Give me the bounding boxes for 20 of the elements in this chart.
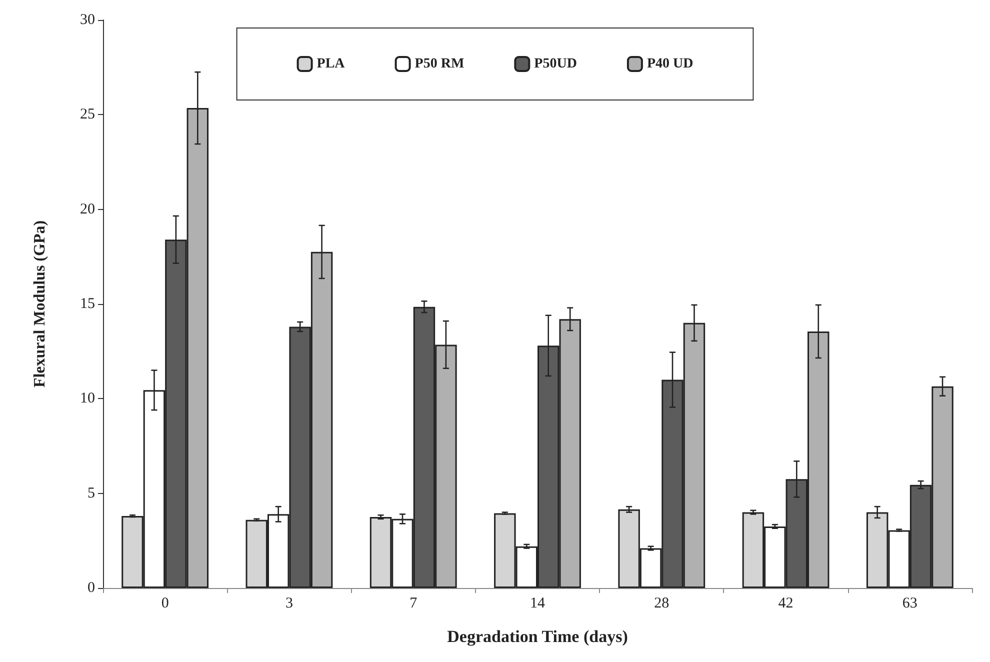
x-axis-title: Degradation Time (days)	[447, 627, 628, 646]
x-tick-label: 42	[778, 596, 794, 612]
legend-label: P50 RM	[414, 56, 464, 72]
x-tick-label: 14	[530, 596, 546, 612]
legend-label: P50UD	[534, 56, 577, 72]
y-tick-label: 0	[88, 580, 95, 596]
x-tick-label: 63	[902, 596, 918, 612]
y-tick-label: 5	[88, 485, 95, 502]
y-tick-label: 25	[80, 106, 95, 123]
y-tick-label: 10	[80, 390, 95, 407]
x-tick-label: 3	[285, 596, 293, 612]
x-tick-label: 7	[410, 596, 418, 612]
x-tick-label: 0	[161, 596, 169, 612]
y-tick-label: 20	[80, 201, 95, 218]
y-axis-title: Flexural Modulus (GPa)	[32, 220, 48, 388]
legend-label: PLA	[316, 56, 346, 72]
y-tick-label: 15	[80, 296, 95, 312]
legend-label: P40 UD	[646, 56, 694, 72]
y-tick-label: 30	[80, 12, 95, 28]
x-tick-label: 28	[654, 596, 670, 612]
